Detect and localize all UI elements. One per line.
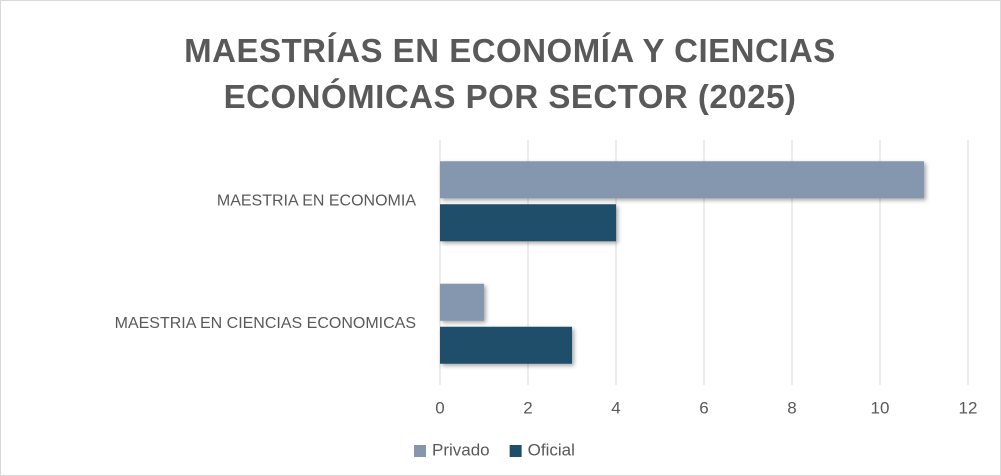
legend-swatch <box>509 445 522 457</box>
legend-label: Privado <box>432 440 490 459</box>
x-tick-label: 2 <box>523 398 532 417</box>
x-tick-label: 4 <box>611 398 620 417</box>
bar <box>440 161 924 199</box>
legend-label: Oficial <box>528 440 575 459</box>
x-tick-label: 8 <box>787 398 796 417</box>
bar <box>440 326 572 364</box>
legend-swatch <box>414 445 426 457</box>
chart-title: MAESTRÍAS EN ECONOMÍA Y CIENCIAS ECONÓMI… <box>184 32 836 115</box>
x-tick-label: 10 <box>871 398 890 417</box>
x-tick-label: 0 <box>435 398 444 417</box>
x-tick-label: 6 <box>699 398 708 417</box>
x-tick-label: 12 <box>959 398 978 417</box>
bar <box>440 283 484 321</box>
y-tick-label: MAESTRIA EN CIENCIAS ECONOMICAS <box>115 315 416 332</box>
y-tick-label: MAESTRIA EN ECONOMIA <box>217 192 416 209</box>
bar <box>440 204 616 242</box>
